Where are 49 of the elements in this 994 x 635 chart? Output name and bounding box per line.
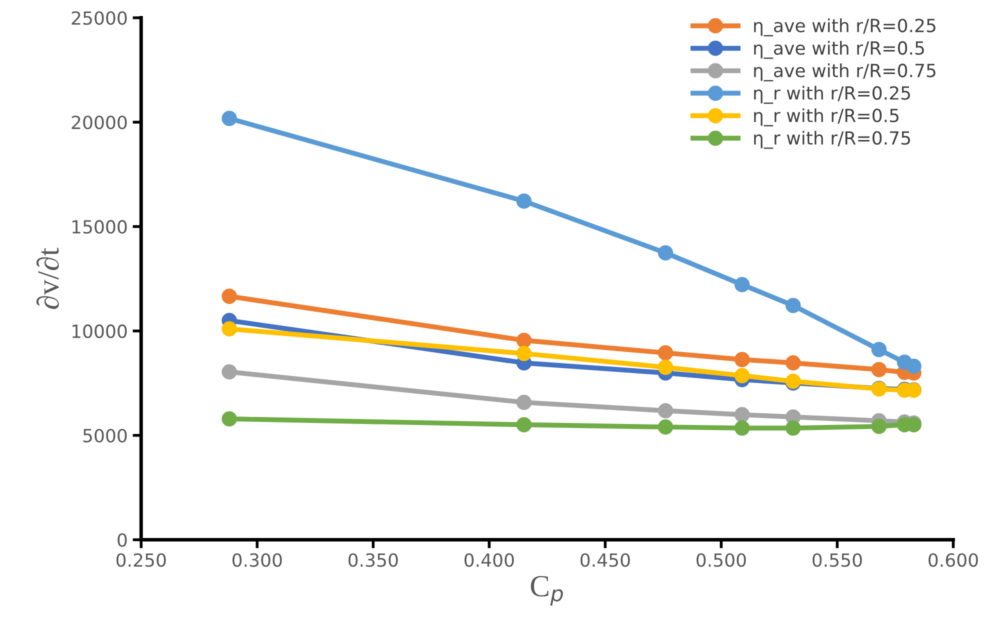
point	[734, 407, 750, 422]
y-tick-label: 0	[118, 533, 127, 547]
point	[658, 419, 674, 435]
legend-label: η_r with r/R=0.5	[754, 108, 898, 126]
legend-label: η_ave with r/R=0.5	[754, 40, 924, 59]
point	[658, 245, 674, 261]
legend-label: η_ave with r/R=0.75	[754, 63, 936, 82]
x-tick-label: 0.600	[928, 553, 978, 567]
point	[734, 352, 750, 368]
y-axis-title: ∂v/∂t	[36, 248, 59, 309]
point	[222, 110, 237, 126]
point	[658, 360, 674, 375]
point	[222, 321, 237, 337]
y-tick-label: 15000	[72, 220, 127, 234]
point	[786, 420, 801, 436]
point	[906, 358, 922, 374]
x-tick-label: 0.550	[812, 553, 862, 567]
point	[516, 346, 532, 362]
point	[734, 420, 750, 436]
point	[871, 418, 887, 434]
x-tick-label: 0.450	[580, 553, 630, 567]
x-tick-label: 0.400	[464, 553, 514, 567]
point	[871, 362, 887, 378]
x-tick-label: 0.500	[696, 553, 746, 567]
point	[222, 288, 237, 304]
point	[222, 364, 237, 380]
x-axis-title: C$_{p}$	[530, 576, 563, 606]
point	[658, 403, 674, 418]
y-tick-label: 20000	[72, 116, 127, 130]
legend-label: η_r with r/R=0.75	[754, 130, 910, 149]
point	[516, 394, 532, 410]
y-tick-label: 10000	[72, 324, 127, 338]
point	[734, 368, 750, 384]
x-tick-label: 0.250	[116, 553, 166, 567]
point	[786, 355, 801, 371]
point	[734, 276, 750, 292]
y-tick-label: 5000	[83, 428, 127, 442]
point	[516, 417, 532, 432]
x-tick-label: 0.300	[232, 553, 282, 567]
point	[516, 193, 532, 209]
point	[786, 298, 801, 314]
point	[871, 342, 887, 358]
x-tick-label: 0.350	[348, 553, 398, 567]
legend-label: η_ave with r/R=0.25	[754, 18, 936, 36]
point	[516, 332, 532, 348]
point	[658, 345, 674, 361]
point	[222, 411, 237, 426]
y-tick-label: 25000	[72, 11, 127, 25]
legend-label: η_r with r/R=0.25	[754, 86, 910, 104]
